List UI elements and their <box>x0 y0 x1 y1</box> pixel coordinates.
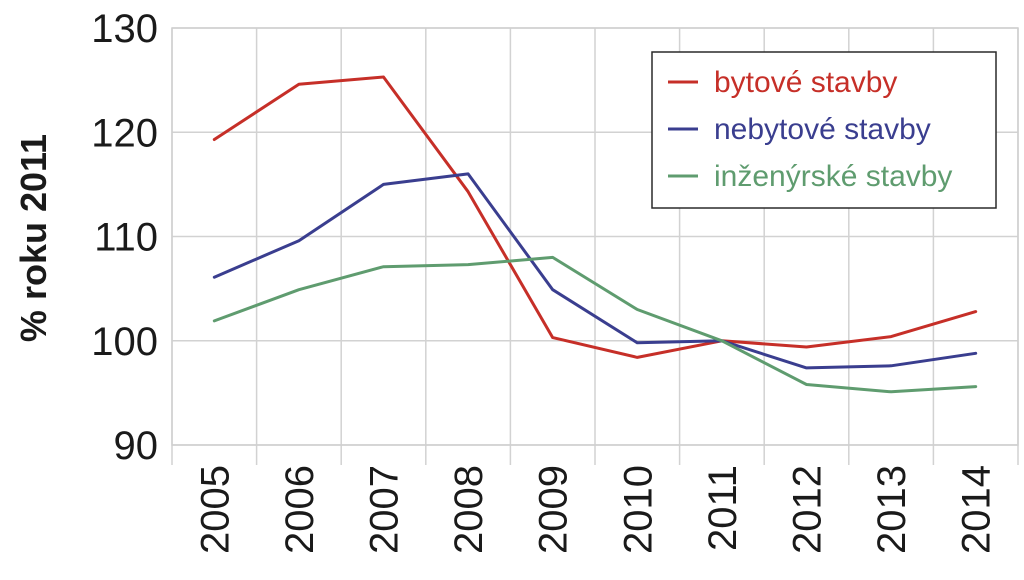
plot-frame <box>171 27 1019 446</box>
y-tick-label: 130 <box>91 7 158 51</box>
y-tick-label: 100 <box>91 320 158 364</box>
legend-label: inženýrské stavby <box>714 160 952 193</box>
legend-label: nebytové stavby <box>714 113 931 146</box>
x-tick-label: 2012 <box>786 465 830 554</box>
y-tick-labels: 90 100 110 120 130 <box>91 7 158 468</box>
series-line-3 <box>212 255 978 394</box>
x-tick-label: 2009 <box>532 465 576 554</box>
x-tick-label: 2010 <box>616 465 660 554</box>
y-tick-label: 120 <box>91 111 158 155</box>
x-tick-label: 2005 <box>193 465 237 554</box>
series-lines <box>212 75 978 394</box>
x-tick-labels: 2005 2006 2007 2008 2009 2010 2011 2012 2013 2014 <box>193 465 998 554</box>
x-tick-label: 2014 <box>955 465 999 554</box>
x-tick-label: 2011 <box>701 465 745 551</box>
y-tick-label: 90 <box>114 424 159 468</box>
legend-label: bytové stavby <box>714 66 897 99</box>
series-line-1 <box>212 75 978 359</box>
y-axis-label: % roku 2011 <box>13 134 54 342</box>
grid <box>171 27 1019 465</box>
x-tick-label: 2006 <box>278 465 322 554</box>
y-tick-label: 110 <box>94 216 158 260</box>
legend: bytové stavby nebytové stavby inženýrské s… <box>651 51 997 209</box>
x-tick-label: 2008 <box>447 465 491 554</box>
axes <box>171 27 1019 446</box>
x-tick-label: 2007 <box>363 465 407 554</box>
legend-box <box>651 51 997 209</box>
series-line-2 <box>212 172 978 370</box>
x-tick-label: 2013 <box>870 465 914 554</box>
